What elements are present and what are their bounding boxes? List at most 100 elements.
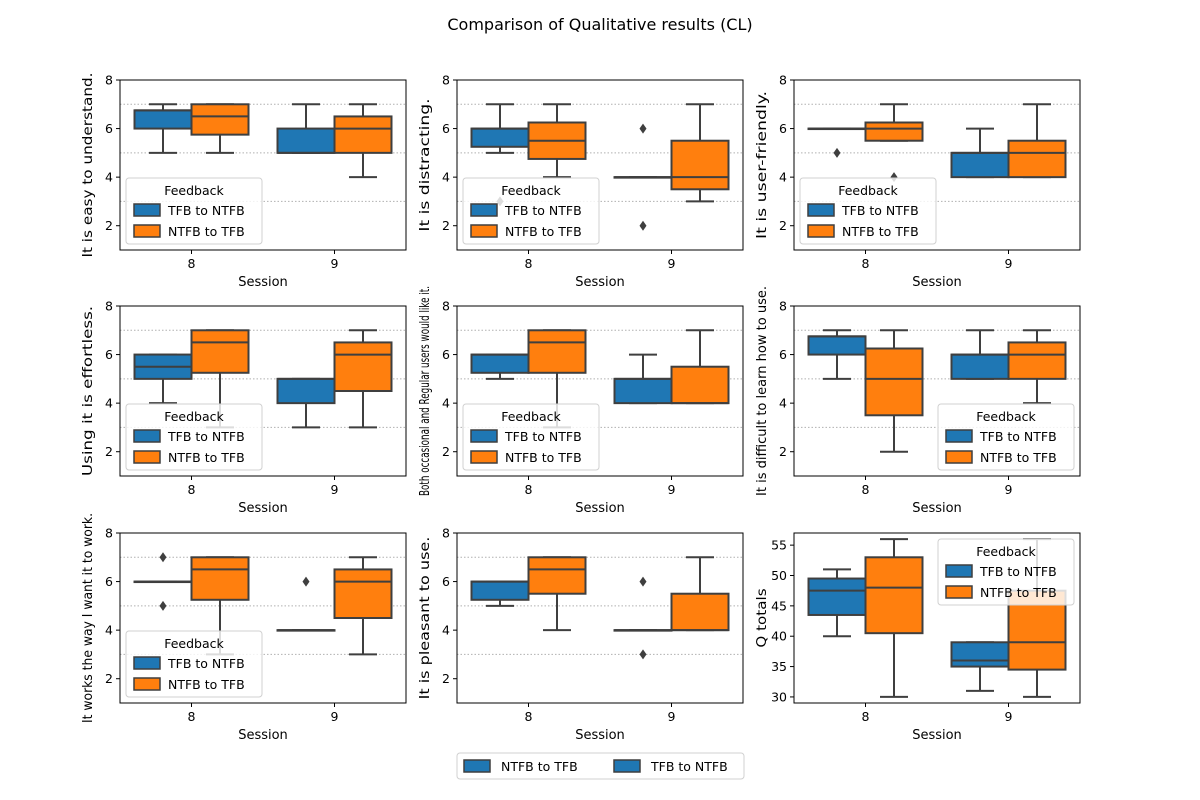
x-axis-label: Session — [575, 728, 625, 743]
outlier-marker — [639, 576, 647, 587]
y-tick-label: 4 — [442, 396, 450, 411]
x-tick-label: 8 — [525, 482, 533, 497]
plot-frame — [119, 305, 407, 477]
plot-frame — [456, 79, 744, 251]
x-tick-label: 9 — [668, 256, 676, 271]
box — [670, 139, 730, 191]
y-tick-label: 8 — [105, 73, 113, 88]
x-tick-label: 8 — [188, 256, 196, 271]
legend-label: NTFB to TFB — [980, 585, 1057, 600]
y-tick-label: 4 — [105, 396, 113, 411]
box — [1007, 341, 1067, 380]
panel-4: 2 4 6 8 8 9 Session Using it is effortless. Feed… — [81, 299, 407, 516]
panel-5: 2 4 6 8 8 9 Session Both occasional and Regular… — [418, 286, 744, 516]
y-axis-label: Q totals — [755, 588, 770, 647]
y-tick-label: 4 — [105, 170, 113, 185]
y-axis-label: It is distracting. — [418, 98, 433, 231]
legend-label: TFB to NTFB — [167, 203, 245, 218]
box — [864, 556, 924, 635]
box — [470, 353, 530, 374]
x-tick-label: 9 — [1005, 256, 1013, 271]
box — [807, 335, 867, 356]
y-tick-label: 8 — [105, 299, 113, 314]
legend: Feedback TFB to NTFB NTFB to TFB — [125, 177, 263, 245]
legend-label: NTFB to TFB — [980, 450, 1057, 465]
y-tick-label: 2 — [105, 218, 113, 233]
plot-frame — [793, 305, 1081, 477]
y-tick-label: 4 — [105, 623, 113, 638]
x-tick-label: 9 — [668, 709, 676, 724]
bottom-legend: NTFB to TFB TFB to NTFB — [456, 752, 745, 780]
y-tick-label: 35 — [771, 659, 787, 674]
x-axis-label: Session — [238, 501, 288, 516]
legend-label: NTFB to TFB — [168, 677, 245, 692]
y-tick-label: 2 — [442, 671, 450, 686]
legend-swatch — [945, 450, 973, 464]
x-tick-label: 8 — [188, 709, 196, 724]
box — [333, 568, 393, 620]
x-axis-label: Session — [575, 275, 625, 290]
y-tick-label: 30 — [771, 689, 787, 704]
box — [190, 556, 250, 601]
y-axis-label: Using it is effortless. — [81, 306, 96, 476]
x-tick-label: 8 — [525, 256, 533, 271]
y-tick-label: 6 — [105, 121, 113, 136]
outlier-marker — [639, 123, 647, 134]
y-tick-label: 2 — [442, 218, 450, 233]
plot-frame — [793, 532, 1081, 704]
box — [527, 329, 587, 374]
legend-swatch — [133, 450, 161, 464]
outlier-marker — [833, 147, 841, 158]
plot-frame — [456, 305, 744, 477]
legend-swatch — [133, 203, 161, 217]
outlier-marker — [302, 576, 310, 587]
legend-swatch — [807, 224, 835, 238]
y-axis-label: It works the way I want it to work. — [81, 513, 96, 723]
y-tick-label: 50 — [771, 568, 787, 583]
panel-2: 2 4 6 8 8 9 Session It is distracting. Feedback T… — [418, 73, 744, 290]
y-tick-label: 40 — [771, 629, 787, 644]
x-tick-label: 9 — [668, 482, 676, 497]
bottom-legend-swatch — [463, 759, 491, 773]
y-tick-label: 2 — [442, 444, 450, 459]
legend-label: NTFB to TFB — [168, 224, 245, 239]
x-tick-label: 9 — [331, 256, 339, 271]
y-tick-label: 4 — [779, 170, 787, 185]
legend-label: TFB to NTFB — [979, 429, 1057, 444]
box — [670, 365, 730, 405]
box — [276, 127, 336, 154]
y-tick-label: 6 — [779, 121, 787, 136]
legend-label: NTFB to TFB — [842, 224, 919, 239]
y-tick-label: 6 — [442, 121, 450, 136]
y-tick-label: 8 — [779, 299, 787, 314]
box — [190, 103, 250, 136]
legend-label: TFB to NTFB — [841, 203, 919, 218]
y-tick-label: 45 — [771, 598, 787, 613]
bottom-legend-swatch — [613, 759, 641, 773]
outlier-marker — [159, 552, 167, 563]
x-tick-label: 8 — [862, 256, 870, 271]
legend: Feedback TFB to NTFB NTFB to TFB — [125, 630, 263, 698]
outlier-marker — [639, 649, 647, 660]
x-axis-label: Session — [575, 501, 625, 516]
y-tick-label: 8 — [105, 526, 113, 541]
legend-swatch — [470, 450, 498, 464]
box — [950, 151, 1010, 179]
legend-swatch — [807, 203, 835, 217]
x-tick-label: 9 — [1005, 709, 1013, 724]
legend: Feedback TFB to NTFB NTFB to TFB — [125, 403, 263, 471]
legend-label: NTFB to TFB — [505, 450, 582, 465]
box — [864, 121, 924, 142]
legend-label: TFB to NTFB — [979, 564, 1057, 579]
legend: Feedback TFB to NTFB NTFB to TFB — [462, 177, 600, 245]
box — [527, 556, 587, 595]
y-tick-label: 6 — [442, 574, 450, 589]
box — [670, 592, 730, 632]
y-tick-label: 6 — [105, 347, 113, 362]
y-axis-label: It is easy to understand. — [81, 73, 96, 258]
legend-swatch — [945, 585, 973, 599]
y-tick-label: 4 — [779, 396, 787, 411]
x-tick-label: 8 — [525, 709, 533, 724]
outlier-marker — [639, 220, 647, 231]
plot-frame — [456, 532, 744, 704]
